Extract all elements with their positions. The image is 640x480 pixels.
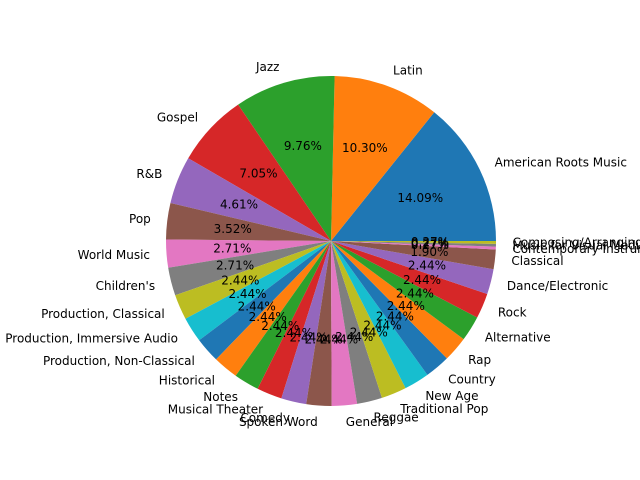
- slice-category-label: Alternative: [485, 330, 551, 344]
- pie-slice: [331, 241, 496, 247]
- pie-slice: [331, 241, 358, 406]
- slice-category-label: General: [346, 415, 393, 429]
- slice-category-label: Traditional Pop: [399, 402, 488, 416]
- slice-category-label: Spoken Word: [239, 415, 318, 429]
- slice-percent-label: 2.44%: [228, 287, 266, 301]
- pie-slices: [166, 75, 496, 406]
- pie-slice: [306, 241, 332, 406]
- slice-percent-label: 2.44%: [305, 333, 343, 347]
- pie-slice: [235, 241, 331, 389]
- pie-slice: [331, 241, 447, 375]
- slice-percent-label: 10.30%: [342, 141, 388, 155]
- slice-category-label: Children's: [96, 279, 155, 293]
- slice-category-label: Production, Non-Classical: [43, 354, 195, 368]
- slice-percent-label: 2.44%: [408, 258, 446, 272]
- slice-percent-label: 0.27%: [411, 235, 449, 249]
- slice-percent-label: 2.71%: [216, 258, 254, 272]
- slice-percent-label: 1.90%: [410, 245, 448, 259]
- pie-slice: [331, 241, 478, 340]
- pie-slice: [331, 241, 496, 250]
- category-labels: American Roots Music Latin Jazz Gospel R&B Po…: [5, 60, 640, 429]
- slice-percent-label: 2.44%: [396, 287, 434, 301]
- pie-slice: [331, 241, 406, 398]
- slice-percent-label: 7.05%: [239, 167, 277, 181]
- pie-slice: [166, 239, 331, 268]
- slice-percent-label: 2.44%: [238, 299, 276, 313]
- pie-slice: [170, 158, 331, 241]
- slice-category-label: Comedy: [240, 411, 290, 425]
- pie-slice: [331, 241, 382, 404]
- pie-slice: [238, 75, 335, 241]
- pie-slice: [331, 241, 496, 270]
- pie-slice: [257, 241, 331, 399]
- pie-slice: [331, 241, 494, 295]
- slice-category-label: Country: [448, 373, 496, 387]
- slice-percent-label: 9.76%: [284, 139, 322, 153]
- pie-slice: [331, 112, 496, 242]
- slice-percent-label: 2.44%: [290, 330, 328, 344]
- slice-category-label: Composing/Arranging: [512, 236, 640, 250]
- slice-category-label: Jazz: [255, 60, 280, 74]
- pie-slice: [331, 241, 488, 318]
- slice-category-label: Historical: [159, 374, 215, 388]
- slice-percent-label: 2.44%: [376, 310, 414, 324]
- pie-slice: [166, 202, 331, 241]
- pie-slice: [185, 241, 331, 341]
- slice-percent-label: 0.27%: [411, 237, 449, 251]
- slice-category-label: Contemporary Instrumental: [512, 242, 640, 256]
- slice-percent-label: 2.44%: [403, 273, 441, 287]
- pie-slice: [331, 76, 435, 241]
- slice-percent-label: 2.44%: [275, 326, 313, 340]
- slice-category-label: Notes: [203, 390, 238, 404]
- pie-slice: [199, 241, 331, 360]
- slice-category-label: New Age: [425, 389, 478, 403]
- slice-percent-label: 2.44%: [320, 333, 358, 347]
- slice-percent-label: 3.52%: [214, 222, 252, 236]
- slice-percent-label: 2.44%: [261, 319, 299, 333]
- slice-percent-label: 2.44%: [350, 326, 388, 340]
- pie-slice: [216, 241, 331, 376]
- slice-category-label: Pop: [129, 212, 151, 226]
- slice-category-label: Reggae: [374, 410, 419, 424]
- slice-category-label: Production, Classical: [41, 307, 165, 321]
- slice-category-label: Musical Theater: [168, 402, 263, 416]
- slice-category-label: Gospel: [157, 110, 198, 124]
- percent-labels: 14.09% 10.30% 9.76% 7.05% 4.61% 3.52% 2.71% 2.7…: [213, 139, 449, 347]
- slice-percent-label: 14.09%: [397, 191, 443, 205]
- slice-category-label: Rap: [468, 353, 491, 367]
- slice-percent-label: 4.61%: [220, 197, 258, 211]
- slice-category-label: Dance/Electronic: [507, 279, 608, 293]
- slice-percent-label: 2.44%: [249, 310, 287, 324]
- slice-category-label: American Roots Music: [495, 155, 627, 169]
- pie-slice: [281, 241, 331, 405]
- slice-category-label: R&B: [136, 167, 162, 181]
- slice-category-label: Latin: [393, 63, 423, 77]
- slice-category-label: Classical: [511, 254, 563, 268]
- slice-percent-label: 0.27%: [411, 238, 449, 252]
- pie-slice: [331, 241, 464, 359]
- slice-percent-label: 2.71%: [213, 242, 251, 256]
- slice-category-label: World Music: [78, 248, 150, 262]
- slice-category-label: Production, Immersive Audio: [5, 332, 178, 346]
- pie-slice: [331, 241, 496, 244]
- pie-slice: [331, 241, 428, 389]
- slice-category-label: Music for Visual Media: [512, 239, 640, 253]
- pie-slice: [168, 241, 331, 296]
- slice-percent-label: 2.44%: [387, 299, 425, 313]
- slice-percent-label: 2.44%: [363, 319, 401, 333]
- slice-percent-label: 2.44%: [221, 274, 259, 288]
- slice-percent-label: 2.44%: [335, 330, 373, 344]
- pie-slice: [188, 104, 331, 242]
- pie-slice: [175, 241, 331, 319]
- slice-category-label: Rock: [498, 305, 527, 319]
